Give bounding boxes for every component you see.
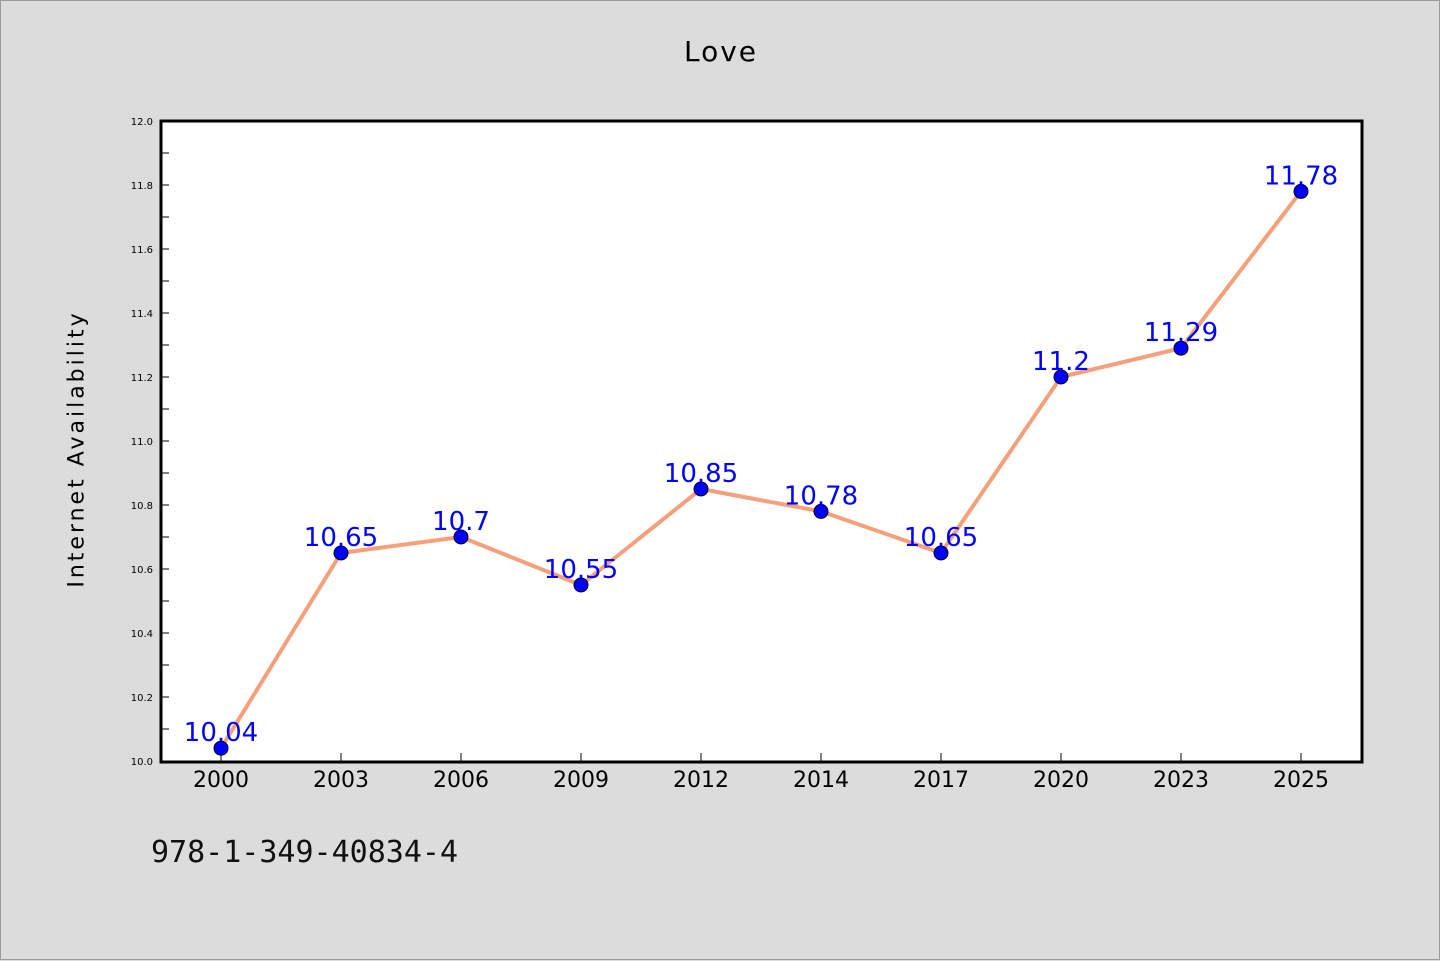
data-label: 10.85 [664, 459, 738, 489]
y-tick-label: 10.8 [131, 501, 153, 512]
data-label-group: 10.04 10.65 10.7 10.55 10.85 10.78 10.65 11.2 11… [184, 161, 1338, 748]
data-label: 10.04 [184, 718, 258, 748]
x-tick-label: 2025 [1273, 768, 1329, 793]
plot-area [159, 119, 1364, 764]
data-label: 10.78 [784, 481, 858, 511]
y-tick-label: 11.4 [131, 309, 153, 320]
y-tick-label: 10.6 [131, 565, 153, 576]
y-tick-label: 10.4 [131, 629, 153, 640]
chart-title: Love [683, 35, 759, 68]
data-point [333, 545, 349, 561]
y-tick-label: 11.6 [131, 245, 153, 256]
x-tick-label: 2023 [1153, 768, 1209, 793]
x-axis: 2000 2003 2006 2009 2012 2014 2017 2020 2023 2025 [193, 753, 1329, 793]
data-point [213, 740, 229, 756]
y-tick-label: 10.0 [131, 757, 153, 768]
y-tick-label: 11.0 [131, 437, 153, 448]
y-tick-label: 11.2 [131, 373, 153, 384]
x-tick-label: 2006 [433, 768, 489, 793]
data-label: 11.29 [1144, 318, 1218, 348]
data-point [693, 481, 709, 497]
data-label: 11.78 [1264, 161, 1338, 191]
isbn-code: 978-1-349-40834-4 [151, 835, 459, 870]
series-line-group [219, 190, 1303, 750]
x-tick-label: 2014 [793, 768, 849, 793]
data-point [573, 577, 589, 593]
x-tick-label: 2003 [313, 768, 369, 793]
data-point [813, 503, 829, 519]
data-point [933, 545, 949, 561]
data-label: 10.65 [304, 523, 378, 553]
data-label: 10.7 [432, 507, 490, 537]
data-point [1293, 183, 1309, 199]
x-tick-label: 2020 [1033, 768, 1089, 793]
data-point [453, 529, 469, 545]
data-point [1173, 340, 1189, 356]
series-point-group [213, 183, 1309, 756]
y-axis: 10.0 10.2 10.4 10.6 10.8 11.0 11.2 11.4 11.6 11.8… [131, 117, 169, 768]
x-tick-label: 2009 [553, 768, 609, 793]
y-tick-label: 11.8 [131, 181, 153, 192]
data-label: 11.2 [1032, 347, 1090, 377]
series-line [219, 190, 1303, 750]
y-tick-label: 10.2 [131, 693, 153, 704]
data-label: 10.65 [904, 523, 978, 553]
y-tick-label: 12.0 [131, 117, 153, 128]
x-tick-label: 2012 [673, 768, 729, 793]
data-point [1053, 369, 1069, 385]
x-tick-label: 2000 [193, 768, 249, 793]
x-tick-label: 2017 [913, 768, 969, 793]
data-label: 10.55 [544, 555, 618, 585]
